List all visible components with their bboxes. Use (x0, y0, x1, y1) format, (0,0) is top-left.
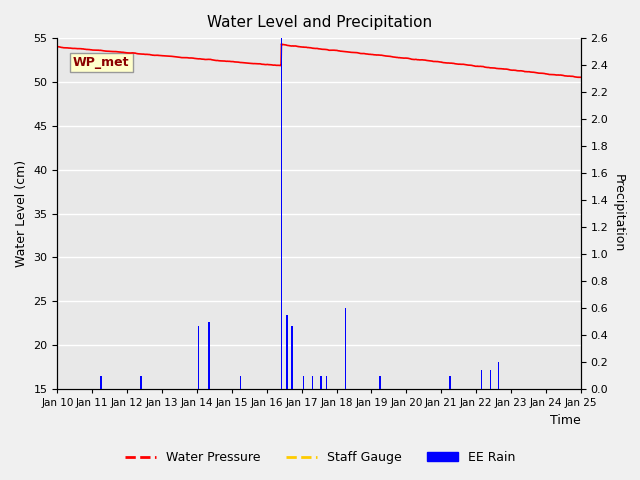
Bar (449, 375, 451, 389)
Bar (140, 375, 142, 389)
Bar (326, 375, 328, 389)
Bar (291, 325, 292, 389)
Text: WP_met: WP_met (73, 56, 130, 69)
Bar (320, 375, 321, 389)
Bar (312, 375, 314, 389)
Bar (198, 325, 200, 389)
Bar (303, 375, 304, 389)
Bar (344, 308, 346, 389)
Bar (481, 370, 482, 389)
Bar (281, 38, 282, 389)
X-axis label: Time: Time (550, 414, 580, 427)
Bar (100, 375, 102, 389)
Legend: Water Pressure, Staff Gauge, EE Rain: Water Pressure, Staff Gauge, EE Rain (120, 446, 520, 469)
Bar (490, 370, 492, 389)
Y-axis label: Precipitation: Precipitation (612, 174, 625, 252)
Y-axis label: Water Level (cm): Water Level (cm) (15, 160, 28, 267)
Bar (498, 362, 499, 389)
Bar (380, 375, 381, 389)
Bar (240, 375, 241, 389)
Bar (209, 322, 210, 389)
Title: Water Level and Precipitation: Water Level and Precipitation (207, 15, 431, 30)
Bar (286, 315, 287, 389)
